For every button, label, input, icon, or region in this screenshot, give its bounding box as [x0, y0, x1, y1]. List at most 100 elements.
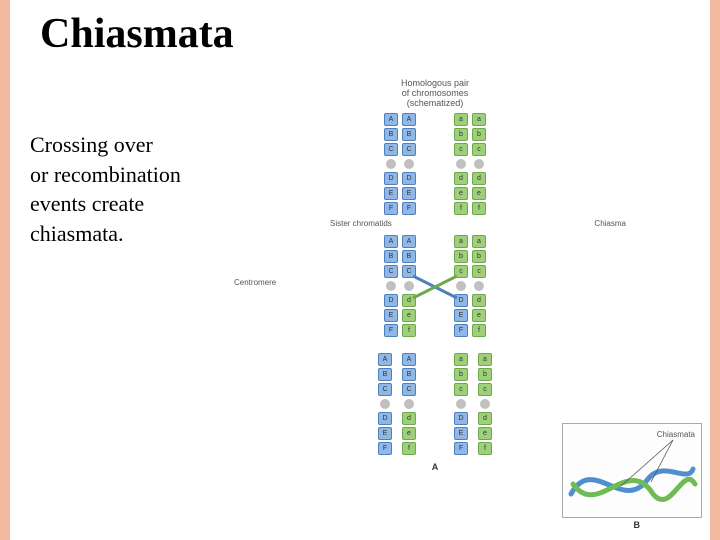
gene-box: B — [384, 128, 398, 141]
chromatid: abcdef — [471, 234, 487, 338]
gene-box: e — [472, 309, 486, 322]
column-a-label: A — [432, 462, 439, 472]
chiasma-label: Chiasma — [594, 219, 626, 228]
body-line: or recombination — [30, 160, 181, 190]
gene-box: e — [472, 187, 486, 200]
homolog-dominant: ABCDEFABCdef — [377, 352, 417, 456]
gene-box: E — [378, 427, 392, 440]
gene-box: d — [478, 412, 492, 425]
centromere — [386, 159, 396, 169]
chromatid: ABCDEF — [383, 234, 399, 338]
gene-box: f — [472, 324, 486, 337]
body-line: events create — [30, 189, 181, 219]
gene-box: B — [402, 250, 416, 263]
gene-box: E — [384, 309, 398, 322]
centromere-label: Centromere — [234, 278, 276, 287]
page-title: Chiasmata — [40, 10, 234, 58]
gene-box: A — [402, 353, 416, 366]
gene-box: C — [402, 383, 416, 396]
gene-box: D — [384, 294, 398, 307]
gene-box: A — [384, 235, 398, 248]
gene-box: a — [472, 235, 486, 248]
body-line: chiasmata. — [30, 219, 181, 249]
gene-box: b — [454, 368, 468, 381]
decor-bar-left — [0, 0, 10, 540]
chromatid: ABCDEF — [377, 352, 393, 456]
gene-box: a — [478, 353, 492, 366]
centromere — [456, 159, 466, 169]
gene-box: E — [384, 187, 398, 200]
gene-box: A — [402, 113, 416, 126]
chromatid: ABCDEF — [401, 112, 417, 216]
gene-box: e — [478, 427, 492, 440]
crossover-icon — [405, 272, 465, 302]
gene-box: E — [454, 427, 468, 440]
gene-box: a — [472, 113, 486, 126]
gene-box: f — [454, 202, 468, 215]
homolog-dominant: ABCDEFABCDEF — [383, 112, 417, 216]
gene-box: E — [454, 309, 468, 322]
body-line: Crossing over — [30, 130, 181, 160]
chromatid: abc def — [477, 352, 493, 456]
gene-box: c — [454, 143, 468, 156]
gene-box: D — [454, 412, 468, 425]
gene-box: B — [402, 368, 416, 381]
chromatid: abcdef — [471, 112, 487, 216]
chromatid: abc DEF — [453, 352, 469, 456]
decor-bar-right — [710, 0, 720, 540]
centromere — [456, 399, 466, 409]
gene-box: B — [402, 128, 416, 141]
gene-box: d — [402, 412, 416, 425]
chromatid: abc def — [453, 112, 469, 216]
gene-box: a — [454, 113, 468, 126]
chromatid: ABCdef — [401, 352, 417, 456]
diagram-top-label: Homologous pairof chromosomes(schematize… — [290, 78, 580, 108]
gene-box: F — [384, 202, 398, 215]
centromere — [404, 159, 414, 169]
gene-box: d — [454, 172, 468, 185]
gene-box: c — [454, 383, 468, 396]
centromere — [380, 399, 390, 409]
gene-box: B — [384, 250, 398, 263]
gene-box: F — [454, 442, 468, 455]
gene-box: A — [402, 235, 416, 248]
body-text: Crossing over or recombination events cr… — [30, 130, 181, 249]
gene-box: a — [454, 353, 468, 366]
gene-box: D — [384, 172, 398, 185]
gene-box: e — [454, 187, 468, 200]
chromosome-row: ABCDEFABCDEFabcdefabcdefSister chromatid… — [290, 112, 580, 216]
gene-box: B — [378, 368, 392, 381]
centromere — [480, 399, 490, 409]
gene-box: a — [454, 235, 468, 248]
sister-chromatids-label: Sister chromatids — [330, 219, 392, 228]
homolog-recessive: abc DEFabc def — [453, 352, 493, 456]
gene-box: d — [472, 172, 486, 185]
gene-box: C — [402, 143, 416, 156]
gene-box: f — [402, 442, 416, 455]
gene-box: C — [378, 383, 392, 396]
inset-label: Chiasmata — [657, 430, 695, 439]
gene-box: c — [472, 265, 486, 278]
gene-box: b — [454, 250, 468, 263]
gene-box: A — [384, 113, 398, 126]
chromosome-row: ABCDEFABCdefabcDEFabcdefCentromere — [290, 234, 580, 338]
gene-box: D — [378, 412, 392, 425]
gene-box: c — [472, 143, 486, 156]
gene-box: d — [472, 294, 486, 307]
gene-box: F — [454, 324, 468, 337]
chromosome-row: ABCDEFABCdefabcDEFabcdef — [290, 352, 580, 456]
gene-box: f — [478, 442, 492, 455]
centromere — [474, 159, 484, 169]
gene-box: c — [478, 383, 492, 396]
centromere — [386, 281, 396, 291]
chromosome-diagram: Homologous pairof chromosomes(schematize… — [290, 78, 580, 472]
gene-box: e — [402, 309, 416, 322]
gene-box: D — [402, 172, 416, 185]
chromatid: ABCDEF — [383, 112, 399, 216]
gene-box: F — [384, 324, 398, 337]
gene-box: b — [478, 368, 492, 381]
gene-box: f — [402, 324, 416, 337]
gene-box: b — [454, 128, 468, 141]
homolog-recessive: abc defabc def — [453, 112, 487, 216]
gene-box: b — [472, 128, 486, 141]
